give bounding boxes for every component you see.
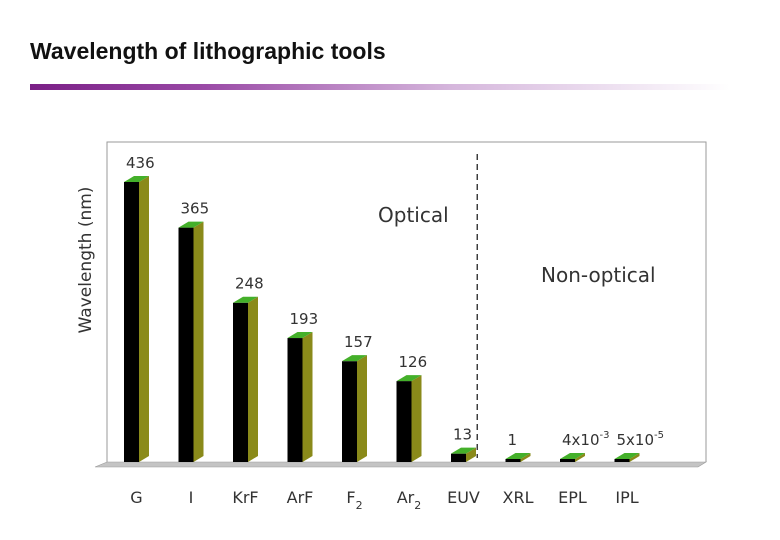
category-label: EUV — [447, 488, 480, 507]
bar — [342, 355, 367, 462]
bar-top — [505, 453, 531, 459]
chart-bars — [124, 176, 640, 462]
bar-front — [287, 338, 303, 462]
bar-value-label: 157 — [344, 333, 373, 351]
region-label-non-optical: Non-optical — [541, 263, 656, 287]
bar-value-label: 5x10-5 — [617, 430, 665, 449]
bar-side — [139, 176, 149, 462]
bar — [178, 221, 204, 462]
category-label: Ar2 — [397, 488, 422, 512]
bar-value-label: 436 — [126, 154, 155, 172]
bar-front — [396, 381, 412, 462]
category-label: EPL — [558, 488, 587, 507]
bar-front — [342, 361, 357, 462]
bar-top — [124, 176, 149, 182]
category-label: I — [189, 488, 194, 507]
bar — [614, 453, 640, 462]
bar-top — [342, 355, 367, 362]
bar-front — [233, 302, 248, 462]
bar-top — [178, 221, 204, 228]
bar-side — [466, 447, 476, 462]
bar-value-label: 4x10-3 — [562, 430, 610, 449]
bar-front — [560, 459, 575, 462]
category-label: KrF — [232, 488, 258, 507]
bar-side — [520, 453, 531, 462]
chart-labels: 436 G 365 I 248 KrF 193 ArF 157 F2 126 Ar2 13 EUV 1 XRL… — [76, 154, 664, 512]
bar-top — [233, 296, 258, 303]
title-divider — [30, 84, 730, 90]
bar — [233, 296, 258, 462]
bar — [451, 447, 476, 462]
bar-front — [178, 227, 194, 462]
y-axis-label: Wavelength (nm) — [76, 187, 96, 334]
bar-front — [451, 453, 466, 462]
bar-value-label: 126 — [399, 353, 428, 371]
bar-top — [287, 332, 313, 339]
bar-value-label: 13 — [453, 426, 472, 444]
bar-side — [302, 332, 313, 462]
plot-floor — [94, 461, 708, 468]
bar-front — [124, 182, 139, 462]
plot-back-wall — [106, 141, 707, 462]
bar-side — [411, 375, 422, 462]
slide-title: Wavelength of lithographic tools — [30, 38, 386, 64]
bar-side — [629, 453, 640, 462]
category-label: ArF — [287, 488, 314, 507]
bar-value-label: 365 — [181, 200, 210, 218]
bar-top — [614, 453, 640, 459]
bar-value-label: 193 — [290, 310, 319, 328]
category-label: G — [130, 488, 142, 507]
bar-front — [505, 459, 521, 462]
bar-side — [248, 296, 258, 462]
bar — [505, 453, 531, 462]
bar — [287, 332, 313, 462]
region-label-optical: Optical — [378, 203, 449, 227]
bar-top — [451, 447, 476, 454]
bar-side — [193, 221, 204, 462]
bar-side — [575, 453, 585, 462]
bar-value-label: 1 — [508, 431, 518, 449]
bar-front — [614, 459, 630, 462]
bar-top — [560, 453, 585, 459]
bar — [124, 176, 149, 462]
bar-side — [357, 355, 367, 462]
category-label: XRL — [503, 488, 534, 507]
bar — [560, 453, 585, 462]
bar-top — [396, 375, 422, 382]
category-label: IPL — [615, 488, 638, 507]
category-label: F2 — [346, 488, 362, 512]
bar — [396, 375, 422, 462]
bar-value-label: 248 — [235, 275, 264, 293]
